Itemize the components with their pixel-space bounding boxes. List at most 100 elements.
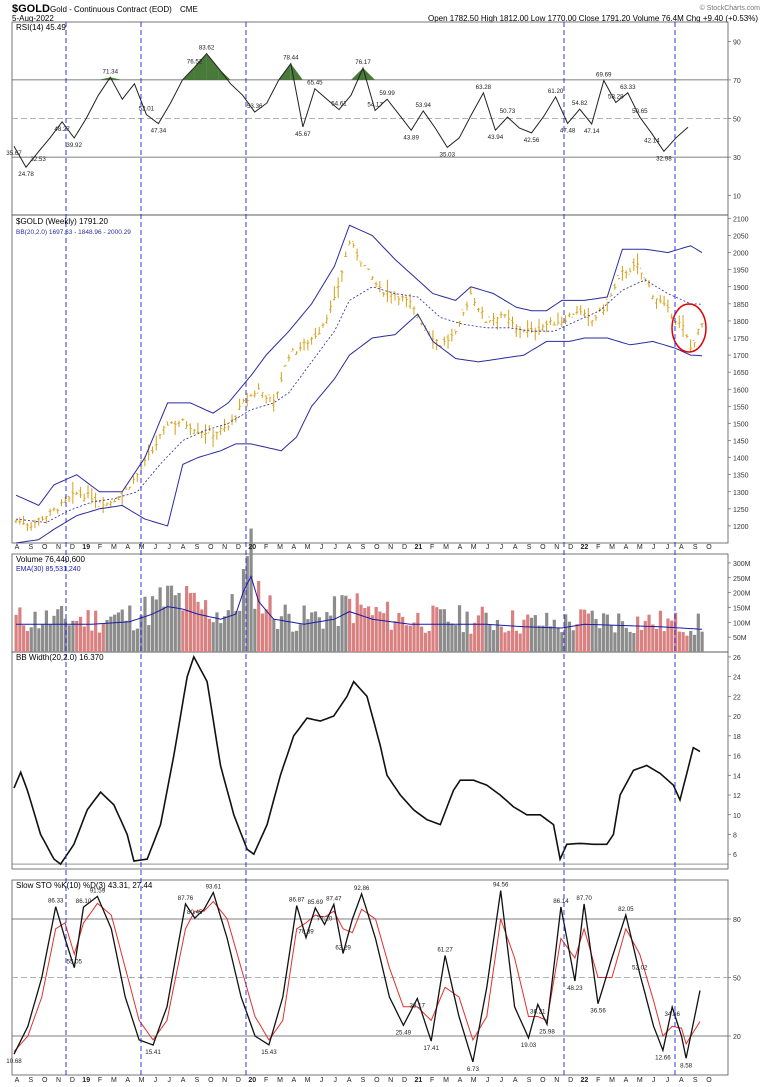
rsi-tick-label: 10 [733, 194, 741, 201]
time-axis-label: M [139, 1077, 145, 1084]
volume-bar [120, 609, 124, 652]
time-axis-label: M [111, 544, 117, 551]
stochastic-data-label: 94.56 [493, 882, 509, 889]
stochastic-data-label: 55.05 [67, 959, 83, 966]
time-axis-label: N [56, 544, 61, 551]
time-axis-label: S [527, 544, 532, 551]
time-axis-label: 22 [581, 1077, 589, 1084]
time-axis-label: S [28, 1077, 33, 1084]
stochastic-data-label: 39.17 [410, 1003, 426, 1010]
time-axis-label: M [139, 544, 145, 551]
time-axis-label: 21 [415, 1077, 423, 1084]
stochastic-data-label: 85.69 [308, 899, 324, 906]
time-axis-label: 19 [82, 544, 90, 551]
volume-bar [681, 632, 685, 652]
volume-bar [196, 601, 200, 652]
stochastic-data-label: 48.23 [567, 985, 583, 992]
time-axis-label: D [402, 544, 407, 551]
rsi-data-label: 32.98 [656, 155, 672, 162]
time-axis-label: O [374, 544, 380, 551]
volume-bar [253, 608, 257, 652]
rsi-data-label: 53.36 [247, 103, 263, 110]
price-tick-label: 1550 [733, 404, 749, 411]
volume-bar [41, 624, 45, 652]
time-axis-label: O [540, 1077, 546, 1084]
volume-bar [158, 587, 162, 652]
volume-bar [181, 610, 185, 652]
rsi-title: RSI(14) 45.49 [16, 23, 66, 32]
bbwidth-tick-label: 26 [733, 655, 741, 662]
time-axis-label: F [264, 544, 268, 551]
volume-bar [336, 626, 340, 652]
symbol-label: $GOLD [12, 3, 50, 15]
time-axis-label: M [637, 1077, 643, 1084]
volume-bar [423, 632, 428, 652]
stochastic-data-label: 25.49 [396, 1029, 412, 1036]
volume-bar [97, 632, 102, 652]
rsi-overbought-fill [206, 53, 219, 80]
volume-bar [82, 626, 86, 652]
volume-bar [514, 630, 518, 652]
volume-bar [241, 569, 246, 652]
stochastic-data-label: 15.43 [261, 1049, 277, 1056]
time-axis-label: N [554, 1077, 559, 1084]
volume-bar [382, 613, 386, 652]
rsi-data-label: 58.28 [608, 94, 624, 101]
time-axis-label: O [208, 1077, 214, 1084]
rsi-data-label: 63.33 [620, 84, 636, 91]
volume-bar [321, 628, 325, 652]
time-axis-label: D [236, 1077, 241, 1084]
volume-bar [484, 612, 488, 652]
volume-bar [677, 631, 681, 652]
stochastic-data-label: 25.98 [539, 1028, 555, 1035]
volume-bar [552, 619, 556, 652]
volume-bar [25, 630, 30, 652]
stochastic-tick-label: 80 [733, 917, 741, 924]
time-axis-label: J [666, 544, 670, 551]
stochastic-data-label: 10.68 [6, 1058, 22, 1065]
volume-bar [628, 631, 632, 652]
volume-bar [211, 622, 215, 652]
time-axis-label: M [443, 544, 449, 551]
volume-bar [438, 609, 443, 652]
volume-bar [522, 619, 526, 652]
stochastic-data-label: 8.58 [680, 1062, 693, 1069]
volume-bar [518, 633, 522, 652]
volume-bar [33, 611, 37, 652]
time-axis-label: F [596, 544, 600, 551]
volume-bar [510, 610, 515, 652]
volume-bar [435, 607, 439, 652]
stochastic-data-label: 82.05 [618, 906, 634, 913]
volume-bar [571, 630, 575, 652]
volume-bar [469, 633, 473, 652]
volume-bar [586, 613, 590, 652]
time-axis-label: M [471, 1077, 477, 1084]
volume-bar [325, 612, 329, 652]
price-tick-label: 2000 [733, 251, 749, 258]
stochastic-tick-label: 20 [733, 1034, 741, 1041]
volume-bar [404, 625, 409, 652]
highlight-circle [671, 303, 707, 353]
rsi-data-label: 63.28 [476, 84, 492, 91]
volume-bar [230, 594, 234, 652]
volume-tick-label: 50M [733, 635, 747, 642]
volume-bar [685, 635, 689, 652]
bbwidth-tick-label: 24 [733, 675, 741, 682]
bbwidth-tick-label: 10 [733, 813, 741, 820]
volume-bar [162, 606, 166, 652]
volume-tick-label: 250M [733, 576, 751, 583]
exchange-label: CME [180, 5, 198, 14]
time-axis-label: J [154, 1077, 158, 1084]
time-axis-label: J [666, 1077, 670, 1084]
volume-bar [643, 621, 647, 652]
rsi-data-label: 76.52 [187, 58, 203, 65]
volume-bar [14, 614, 18, 652]
price-tick-label: 2050 [733, 234, 749, 241]
volume-bar [541, 625, 545, 652]
rsi-data-label: 47.34 [151, 128, 167, 135]
time-axis-label: J [500, 544, 504, 551]
volume-bar [310, 612, 314, 652]
volume-bar [169, 585, 174, 652]
volume-tick-label: 100M [733, 620, 751, 627]
volume-bar [408, 625, 412, 652]
